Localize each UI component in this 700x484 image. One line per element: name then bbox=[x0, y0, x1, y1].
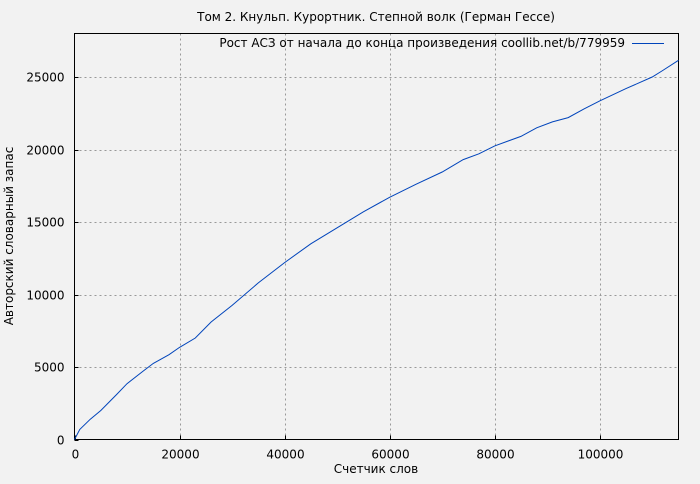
grid bbox=[74, 33, 679, 440]
x-tick-label: 100000 bbox=[578, 448, 624, 462]
legend: Рост АСЗ от начала до конца произведения… bbox=[219, 36, 664, 50]
chart-title: Том 2. Кнульп. Курортник. Степной волк (… bbox=[196, 10, 555, 24]
y-axis-label: Авторский словарный запас bbox=[2, 147, 16, 326]
plot-frame bbox=[74, 33, 679, 440]
series-line bbox=[74, 59, 679, 440]
x-axis-label: Счетчик слов bbox=[334, 462, 418, 476]
legend-label: Рост АСЗ от начала до конца произведения… bbox=[219, 36, 625, 50]
y-tick-label: 15000 bbox=[26, 216, 64, 230]
x-tick-label: 40000 bbox=[266, 448, 304, 462]
ticks: 0 20000 40000 60000 80000 100000 0 5000 10000 150… bbox=[26, 71, 623, 462]
x-tick-label: 80000 bbox=[476, 448, 514, 462]
y-tick-label: 5000 bbox=[34, 361, 65, 375]
x-tick-label: 0 bbox=[72, 448, 80, 462]
y-tick-label: 0 bbox=[57, 434, 65, 448]
y-tick-label: 25000 bbox=[26, 71, 64, 85]
x-tick-label: 20000 bbox=[161, 448, 199, 462]
x-tick-label: 60000 bbox=[371, 448, 409, 462]
y-tick-label: 20000 bbox=[26, 144, 64, 158]
y-tick-label: 10000 bbox=[26, 289, 64, 303]
